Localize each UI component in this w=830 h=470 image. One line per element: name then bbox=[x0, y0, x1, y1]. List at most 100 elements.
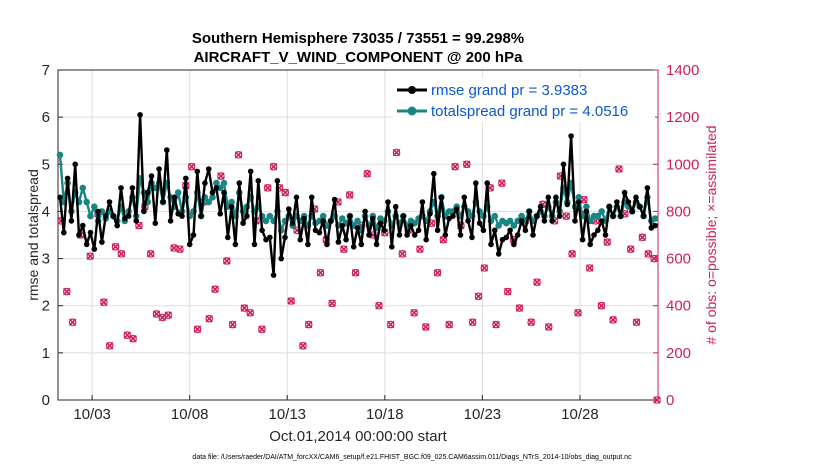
series-point bbox=[354, 225, 361, 231]
series-point bbox=[576, 199, 582, 205]
series-point bbox=[366, 232, 372, 238]
series-point bbox=[335, 239, 342, 245]
series-point bbox=[137, 112, 143, 118]
series-point bbox=[385, 199, 391, 205]
series-point bbox=[247, 168, 254, 175]
series-point bbox=[339, 215, 346, 222]
series-point bbox=[575, 194, 583, 201]
legend: rmse grand pr = 3.9383 totalspread grand… bbox=[393, 78, 655, 122]
series-point bbox=[118, 185, 124, 191]
series-point bbox=[453, 206, 460, 212]
y-tick-label: 0 bbox=[42, 392, 50, 409]
series-point bbox=[511, 241, 517, 248]
obs-point bbox=[468, 318, 477, 327]
series-point bbox=[144, 189, 151, 196]
obs-point bbox=[498, 179, 506, 187]
series-point bbox=[526, 208, 532, 215]
series-point bbox=[102, 213, 109, 219]
series-point bbox=[377, 220, 384, 226]
series-point bbox=[205, 166, 212, 172]
series-point bbox=[190, 232, 197, 238]
y-right-tick-label: 400 bbox=[666, 298, 691, 315]
obs-point bbox=[638, 233, 647, 242]
series-point bbox=[209, 194, 216, 201]
obs-point bbox=[111, 242, 120, 251]
obs-point bbox=[123, 331, 132, 339]
series-point bbox=[484, 180, 491, 186]
series-point bbox=[72, 161, 78, 168]
series-point bbox=[174, 189, 182, 196]
series-point bbox=[152, 220, 159, 226]
series-point bbox=[339, 222, 346, 229]
series-point bbox=[278, 255, 285, 262]
y-axis-right-label: # of obs: o=possible; ×=assimilated bbox=[703, 125, 719, 344]
obs-point bbox=[316, 268, 325, 277]
obs-point bbox=[299, 341, 307, 350]
series-point bbox=[179, 213, 185, 219]
series-point bbox=[232, 241, 239, 248]
obs-point bbox=[211, 285, 219, 294]
series-point bbox=[408, 222, 414, 229]
series-point bbox=[328, 218, 334, 224]
series-point bbox=[270, 272, 277, 278]
obs-point bbox=[263, 184, 272, 192]
obs-point bbox=[392, 148, 401, 157]
y-right-tick-label: 1400 bbox=[666, 62, 699, 79]
series-point bbox=[305, 241, 311, 248]
series-point bbox=[286, 206, 292, 212]
series-point bbox=[392, 203, 399, 210]
series-point bbox=[651, 215, 659, 222]
obs-point bbox=[544, 323, 553, 331]
series-point bbox=[629, 208, 635, 215]
series-point bbox=[167, 218, 174, 224]
legend-rmse-marker bbox=[408, 86, 416, 94]
obs-point bbox=[217, 172, 225, 180]
series-point bbox=[68, 218, 75, 224]
series-point bbox=[99, 239, 105, 245]
obs-point bbox=[533, 278, 541, 286]
obs-point bbox=[433, 268, 442, 277]
series-point bbox=[95, 208, 101, 215]
obs-point bbox=[503, 287, 512, 296]
series-point bbox=[545, 194, 552, 201]
series-point bbox=[228, 203, 235, 210]
series-point bbox=[91, 246, 98, 252]
obs-point bbox=[462, 160, 471, 169]
series-point bbox=[293, 194, 300, 201]
series-point bbox=[373, 241, 380, 248]
series-point bbox=[255, 178, 262, 184]
series-point bbox=[319, 212, 327, 220]
x-tick-label: 10/18 bbox=[366, 406, 404, 423]
x-tick-label: 10/28 bbox=[561, 406, 599, 423]
series-point bbox=[347, 213, 353, 219]
series-point bbox=[381, 227, 388, 234]
chart-subtitle: AIRCRAFT_V_WIND_COMPONENT @ 200 hPa bbox=[194, 49, 524, 66]
series-point bbox=[415, 227, 422, 234]
series-point bbox=[625, 199, 632, 205]
series-point bbox=[465, 218, 471, 224]
x-tick-label: 10/23 bbox=[464, 406, 502, 423]
obs-point bbox=[650, 254, 658, 263]
series-point bbox=[358, 241, 365, 248]
series-point bbox=[614, 199, 620, 205]
obs-point bbox=[164, 311, 173, 319]
series-point bbox=[469, 234, 475, 241]
series-point bbox=[530, 232, 536, 238]
obs-point bbox=[304, 320, 313, 329]
series-point bbox=[61, 229, 67, 236]
obs-point bbox=[398, 250, 407, 258]
series-point bbox=[568, 133, 574, 139]
series-point bbox=[251, 241, 258, 248]
series-point bbox=[57, 194, 63, 201]
series-point bbox=[125, 213, 132, 219]
obs-point bbox=[281, 188, 290, 197]
series-point bbox=[644, 185, 651, 191]
series-point bbox=[221, 189, 227, 196]
y-right-tick-label: 800 bbox=[666, 203, 691, 220]
obs-point bbox=[152, 310, 161, 318]
series-point bbox=[434, 227, 441, 234]
series-point bbox=[259, 227, 265, 234]
series-point bbox=[156, 166, 162, 172]
series-point bbox=[64, 175, 71, 182]
